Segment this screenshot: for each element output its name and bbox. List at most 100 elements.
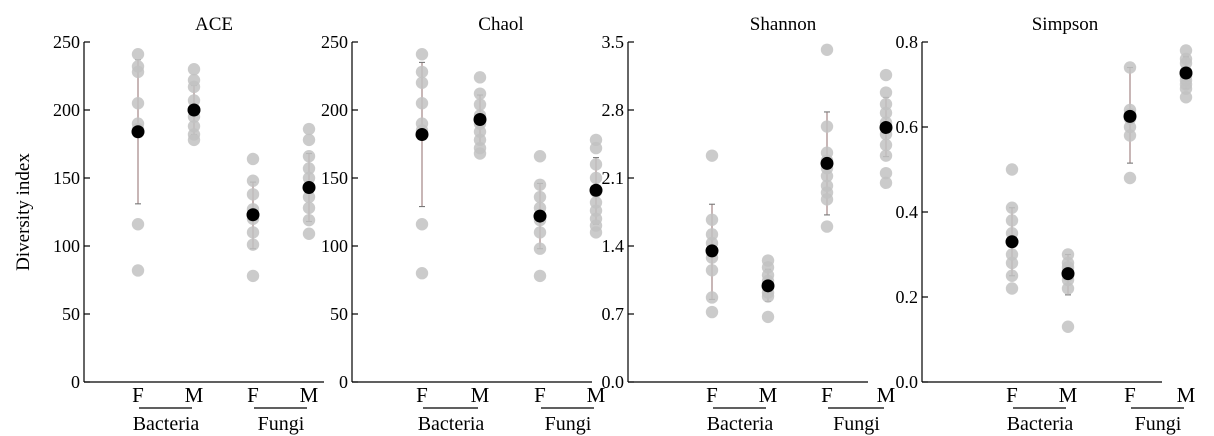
data-point (302, 133, 316, 147)
data-point (589, 141, 603, 155)
data-point (415, 218, 429, 231)
data-point (302, 201, 316, 215)
y-tick-label: 1.4 (602, 236, 625, 256)
data-point (415, 97, 429, 110)
mean-point (589, 183, 603, 197)
mean-point (533, 209, 547, 223)
y-tick-label: 150 (53, 168, 80, 188)
data-point (533, 226, 547, 239)
data-point (302, 150, 316, 163)
y-tick-label: 2.1 (602, 168, 625, 188)
data-point (533, 178, 547, 191)
mean-point (761, 279, 775, 293)
y-tick-label: 0.8 (896, 32, 919, 52)
data-point (879, 106, 893, 120)
data-point (1061, 248, 1075, 261)
y-tick-label: 0.7 (602, 304, 625, 324)
data-point (415, 48, 429, 61)
x-tick-label: F (132, 383, 144, 407)
data-point (131, 218, 145, 231)
data-point (879, 166, 893, 180)
data-point (589, 158, 603, 171)
data-point (131, 65, 145, 79)
data-point (589, 226, 603, 239)
data-point (820, 120, 834, 133)
x-tick-label: F (247, 383, 259, 407)
x-tick-label: F (416, 383, 428, 407)
data-point (820, 193, 834, 206)
data-point (246, 152, 260, 166)
mean-point (705, 244, 719, 258)
y-tick-label: 0.4 (896, 202, 919, 222)
group-label: Bacteria (418, 413, 485, 435)
data-point (820, 220, 834, 233)
data-point (879, 149, 893, 162)
data-point (1179, 44, 1193, 57)
x-tick-label: F (1006, 383, 1018, 407)
x-tick-label: M (300, 383, 319, 407)
y-tick-label: 0 (339, 372, 348, 392)
group-label: Bacteria (1007, 413, 1074, 435)
data-point (1123, 120, 1137, 134)
data-point (705, 264, 719, 277)
y-tick-label: 150 (321, 168, 348, 188)
data-point (473, 147, 487, 160)
x-tick-label: F (1124, 383, 1136, 407)
group-label: Fungi (545, 413, 592, 435)
mean-point (1123, 109, 1137, 123)
mean-point (302, 181, 316, 195)
x-tick-label: M (185, 383, 204, 407)
x-tick-label: M (587, 383, 606, 407)
data-point (533, 150, 547, 163)
data-point (415, 267, 429, 280)
group-label: Fungi (1135, 413, 1182, 435)
y-tick-label: 2.8 (602, 100, 625, 120)
data-point (246, 238, 260, 251)
data-point (302, 122, 316, 136)
data-point (1179, 91, 1193, 104)
data-point (705, 228, 719, 241)
data-point (473, 71, 487, 84)
data-point (820, 43, 834, 56)
data-point (1061, 282, 1075, 295)
y-tick-label: 0.0 (602, 372, 625, 392)
data-point (1179, 82, 1193, 95)
data-point (705, 291, 719, 304)
y-tick-label: 0.6 (896, 117, 919, 137)
x-tick-label: M (471, 383, 490, 407)
data-point (1005, 201, 1019, 214)
data-point (415, 76, 429, 90)
x-tick-label: F (821, 383, 833, 407)
y-tick-label: 200 (53, 100, 80, 120)
y-tick-label: 3.5 (602, 32, 625, 52)
mean-point (246, 208, 260, 222)
data-point (246, 226, 260, 239)
data-point (589, 171, 603, 185)
mean-point (473, 113, 487, 127)
data-point (187, 133, 201, 147)
panel-title: Shannon (750, 14, 817, 35)
data-point (473, 98, 487, 111)
data-point (1005, 269, 1019, 282)
group-label: Fungi (258, 413, 305, 435)
data-point (302, 227, 316, 240)
data-point (473, 87, 487, 100)
mean-point (415, 127, 429, 141)
data-point (131, 97, 145, 110)
mean-point (1005, 235, 1019, 249)
data-point (1123, 129, 1137, 142)
y-tick-label: 100 (321, 236, 348, 256)
data-point (302, 213, 316, 227)
data-point (1179, 57, 1193, 70)
mean-point (131, 125, 145, 139)
data-point (879, 176, 893, 190)
mean-point (820, 156, 834, 170)
x-tick-label: M (1177, 383, 1196, 407)
data-point (302, 162, 316, 175)
y-tick-label: 0 (71, 372, 80, 392)
data-point (705, 149, 719, 162)
data-point (131, 264, 145, 277)
y-tick-label: 250 (53, 32, 80, 52)
